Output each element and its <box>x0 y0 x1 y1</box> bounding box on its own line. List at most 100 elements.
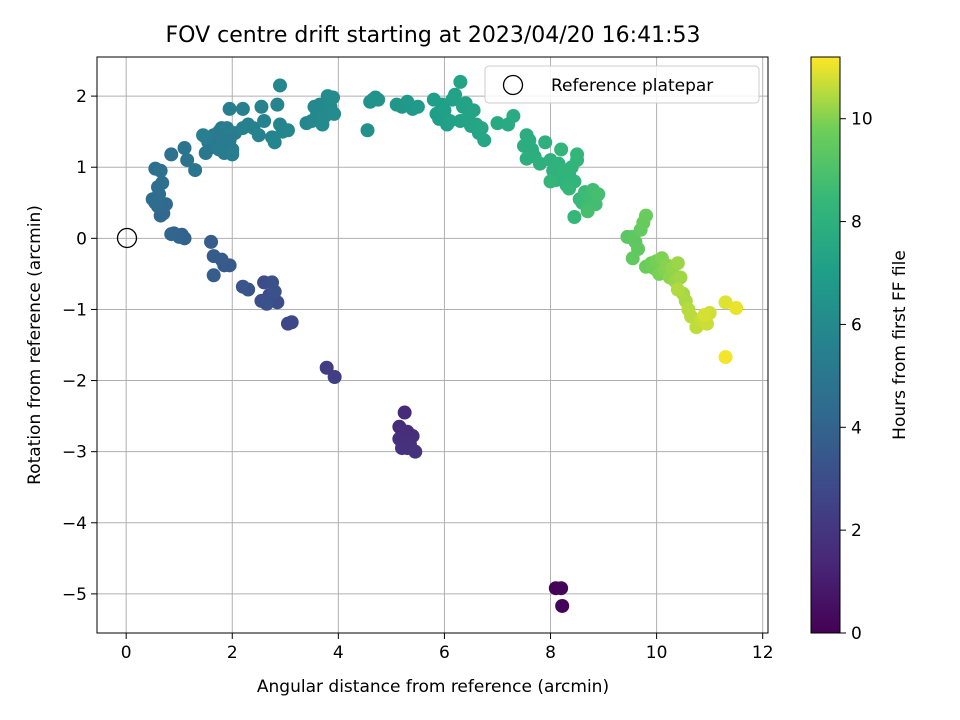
x-tick-label: 4 <box>333 643 344 663</box>
colorbar-tick-label: 2 <box>851 521 862 541</box>
data-point <box>177 141 192 156</box>
data-point <box>259 296 274 311</box>
y-tick-label: 2 <box>76 87 87 107</box>
data-point <box>570 147 585 162</box>
grid-lines <box>97 57 768 633</box>
data-point <box>319 360 334 375</box>
data-point <box>532 156 547 171</box>
data-point <box>684 309 699 324</box>
data-point <box>206 268 221 283</box>
data-point <box>477 133 492 148</box>
data-point <box>639 208 653 223</box>
data-point <box>371 92 386 107</box>
plot-frame <box>96 56 769 634</box>
data-point <box>180 153 195 168</box>
data-point <box>235 279 250 294</box>
chart-title: FOV centre drift starting at 2023/04/20 … <box>166 23 701 48</box>
data-point <box>153 163 168 178</box>
y-axis-label: Rotation from reference (arcmin) <box>25 205 45 485</box>
data-point <box>326 90 341 105</box>
data-point <box>410 99 425 114</box>
data-point <box>235 101 250 116</box>
data-point <box>267 135 282 150</box>
data-point <box>267 284 282 299</box>
data-point <box>555 598 570 613</box>
colorbar: 0 2 4 6 8 10 Hours from first FF file <box>810 56 910 644</box>
data-point <box>273 78 287 93</box>
data-point <box>222 101 237 116</box>
colorbar-ticks: 0 2 4 6 8 10 <box>840 110 873 644</box>
data-point <box>206 249 221 264</box>
data-point <box>327 370 342 384</box>
data-point <box>188 163 203 178</box>
data-point <box>673 270 688 285</box>
x-tick-label: 12 <box>752 643 774 663</box>
data-point <box>670 256 685 271</box>
data-point <box>408 444 423 459</box>
data-point <box>625 251 640 266</box>
legend-entry-reference-platepar: Reference platepar <box>551 76 713 96</box>
data-point <box>235 121 250 136</box>
x-tick-label: 10 <box>646 643 668 663</box>
data-point <box>697 308 712 323</box>
data-point <box>270 97 285 112</box>
data-point <box>437 103 452 118</box>
data-point <box>448 87 463 102</box>
data-point <box>219 121 234 136</box>
data-point <box>284 315 299 330</box>
data-point <box>718 350 733 365</box>
colorbar-gradient <box>810 56 841 634</box>
data-point <box>212 142 226 157</box>
colorbar-label: Hours from first FF file <box>890 250 910 440</box>
data-point <box>196 128 211 143</box>
x-tick-label: 0 <box>121 643 132 663</box>
data-point <box>397 405 412 420</box>
data-point <box>718 295 733 310</box>
data-point <box>567 210 582 224</box>
data-point <box>257 114 272 128</box>
x-tick-label: 6 <box>439 643 450 663</box>
data-point <box>580 204 595 219</box>
y-tick-label: −4 <box>62 514 87 534</box>
data-point <box>254 99 269 114</box>
data-points <box>145 74 744 613</box>
y-axis-ticks: −5 −4 −3 −2 −1 0 1 2 <box>62 87 97 605</box>
data-point <box>158 197 173 212</box>
data-point <box>562 181 577 196</box>
data-point <box>251 128 266 143</box>
data-point <box>554 581 569 596</box>
y-tick-label: 0 <box>76 229 87 249</box>
legend: Reference platepar <box>484 65 760 104</box>
data-point <box>729 301 744 316</box>
colorbar-tick-label: 6 <box>851 315 862 335</box>
data-point <box>280 123 295 138</box>
data-point <box>151 180 165 195</box>
y-tick-label: −3 <box>62 443 87 463</box>
data-point <box>204 234 219 249</box>
data-point <box>506 109 521 124</box>
colorbar-tick-label: 10 <box>851 110 873 130</box>
y-tick-label: −5 <box>62 585 87 605</box>
data-point <box>453 74 468 89</box>
data-point <box>591 187 606 202</box>
data-point <box>164 147 179 162</box>
reference-point-marker <box>116 227 138 249</box>
data-point <box>327 106 342 121</box>
x-tick-label: 8 <box>545 643 556 663</box>
data-point <box>554 142 569 157</box>
colorbar-tick-label: 8 <box>851 213 862 233</box>
legend-marker <box>502 74 524 96</box>
x-tick-label: 2 <box>227 643 238 663</box>
x-axis-label: Angular distance from reference (arcmin) <box>257 677 609 697</box>
data-point <box>164 227 179 242</box>
y-tick-label: −1 <box>62 300 87 320</box>
x-axis-ticks: 0 2 4 6 8 10 12 <box>121 633 774 663</box>
data-point <box>466 103 481 118</box>
data-point <box>670 282 685 297</box>
colorbar-tick-label: 0 <box>851 624 862 644</box>
colorbar-tick-label: 4 <box>851 418 862 438</box>
data-point <box>490 116 505 131</box>
data-point <box>543 174 558 189</box>
data-point <box>225 147 240 162</box>
